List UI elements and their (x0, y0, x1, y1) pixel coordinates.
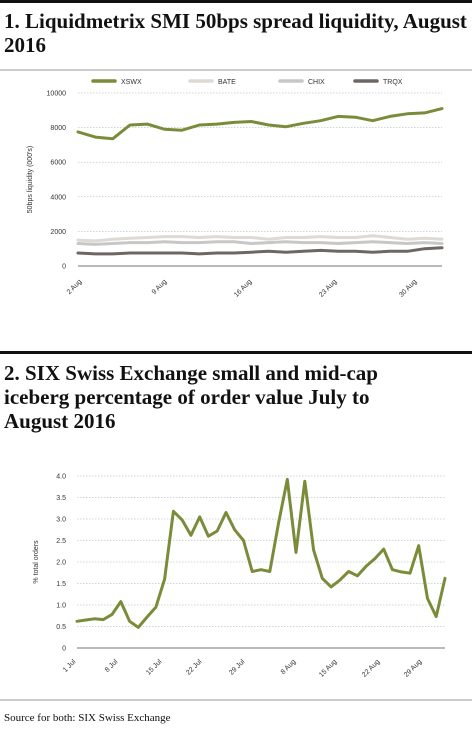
chart2-xtick-label: 8 Aug (280, 658, 298, 676)
source-note: Source for both: SIX Swiss Exchange (4, 712, 171, 724)
chart2-xtick-label: 15 Jul (145, 658, 163, 676)
chart1-legend-label: TRQX (383, 79, 403, 86)
chart2-ytick-label: 1.0 (56, 603, 66, 610)
chart2-ylabel: % total orders (33, 540, 40, 584)
chart1-legend-label: CHIX (308, 79, 325, 86)
chart1-series-line-bate (76, 234, 444, 243)
chart2-ytick-label: 3.0 (56, 517, 66, 524)
chart2-ytick-label: 2.0 (56, 560, 66, 567)
chart1-svg: XSWX BATE CHIX TRQX 0 2000 4000 6000 8000 10000 50… (0, 69, 472, 299)
chart1-ytick-label: 8000 (50, 125, 66, 132)
chart2-xtick-label: 22 Aug (361, 658, 381, 678)
chart2-xtick-label: 29 Jul (228, 658, 246, 676)
chart2-title: 2. SIX Swiss Exchange small and mid-cap … (4, 361, 378, 433)
chart1-series-line-trqx (76, 246, 444, 256)
chart2-ytick-label: 2.5 (56, 538, 66, 545)
chart2-ytick-label: 3.5 (56, 495, 66, 502)
chart1-legend-label: XSWX (121, 79, 142, 86)
chart1-legend-label: BATE (218, 79, 236, 86)
chart2-xtick-label: 8 Jul (104, 658, 120, 674)
chart1-ytick-label: 4000 (50, 194, 66, 201)
chart1-title: 1. Liquidmetrix SMI 50bps spread liquidi… (4, 9, 467, 57)
mid-rule (0, 351, 472, 354)
chart1-ytick-label: 2000 (50, 229, 66, 236)
chart1-ytick-label: 0 (62, 264, 66, 271)
chart2-ytick-label: 0 (62, 646, 66, 653)
chart2-ytick-label: 1.5 (56, 581, 66, 588)
top-rule (0, 0, 472, 3)
chart2-xtick-label: 22 Jul (185, 658, 203, 676)
chart2-xtick-label: 1 Jul (62, 658, 78, 674)
chart2-series-line (75, 477, 447, 629)
chart1-series-line-xswx (76, 107, 444, 141)
chart1-ytick-label: 10000 (47, 91, 67, 98)
chart2-ytick-label: 4.0 (56, 474, 66, 481)
chart1-ytick-label: 6000 (50, 160, 66, 167)
chart2-xtick-label: 15 Aug (318, 658, 338, 678)
chart2-xtick-label: 29 Aug (403, 658, 423, 678)
chart1-series-line-chix (76, 240, 444, 246)
chart1-ylabel: 50bps liquidity (000's) (27, 146, 34, 213)
chart2-ytick-label: 0.5 (56, 624, 66, 631)
